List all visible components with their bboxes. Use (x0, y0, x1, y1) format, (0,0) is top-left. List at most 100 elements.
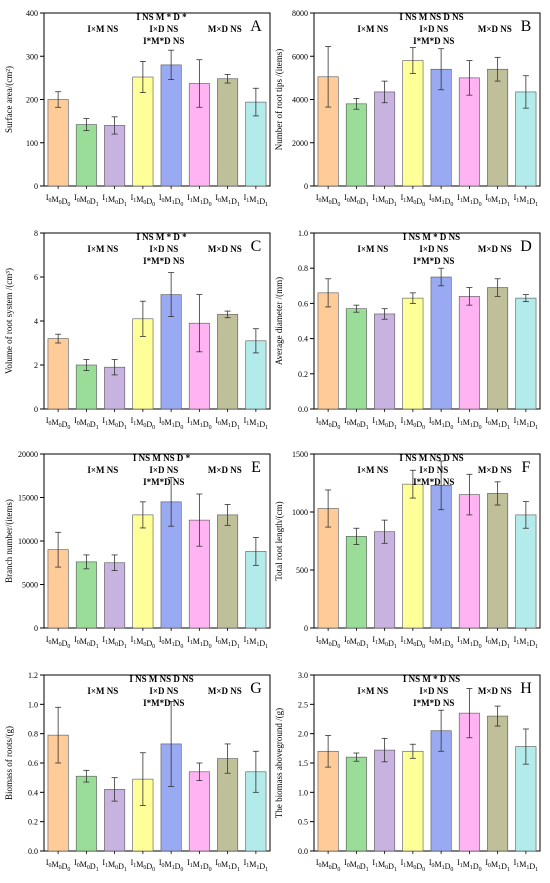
x-tick-label: I0M0D1 (74, 416, 99, 431)
stats-text: I NS M NS D NS (399, 453, 463, 463)
bar (345, 756, 367, 852)
stats-text: I×D NS (419, 24, 448, 34)
bar (217, 314, 239, 410)
stats-text: I×M NS (357, 686, 388, 696)
y-tick-label: 0.4 (28, 788, 38, 797)
y-tick-label: 0.8 (28, 730, 38, 739)
x-tick-label: I0M1D1 (215, 858, 240, 873)
bar (487, 715, 509, 852)
y-axis-label: Volume of root system /(cm³) (4, 268, 14, 374)
x-tick-label: I0M0D0 (316, 635, 341, 650)
bar (515, 297, 537, 410)
x-tick-label: I1M0D0 (131, 416, 156, 431)
y-tick-label: 8 (34, 229, 38, 238)
stats-text: M×D NS (208, 244, 242, 254)
stats-text: I×M NS (87, 24, 118, 34)
x-tick-label: I1M0D1 (102, 858, 127, 873)
x-tick-label: I1M1D1 (514, 858, 539, 873)
bar (75, 775, 97, 852)
stats-text: I NS M * D NS (403, 674, 460, 684)
x-tick-label: I0M0D0 (316, 416, 341, 431)
bar (374, 91, 396, 187)
y-tick-label: 6000 (292, 52, 308, 61)
y-axis-label: Surface area/(cm²) (4, 66, 14, 133)
panel-letter: E (251, 459, 261, 476)
panel-letter: B (521, 18, 532, 35)
x-tick-label: I0M0D1 (344, 635, 369, 650)
x-tick-label: I1M0D0 (401, 416, 426, 431)
y-axis-label: Branch number/(items) (4, 499, 14, 583)
stats-text: I×M NS (87, 686, 118, 696)
y-tick-label: 1.2 (28, 671, 38, 680)
x-tick-label: I0M1D1 (215, 193, 240, 208)
y-tick-label: 400 (26, 9, 38, 18)
x-tick-label: I1M0D0 (401, 193, 426, 208)
stats-text: M×D NS (208, 465, 242, 475)
bar (217, 78, 239, 187)
y-tick-label: 1000 (292, 508, 308, 517)
y-tick-label: 1.0 (298, 788, 308, 797)
bar (345, 536, 367, 629)
y-tick-label: 1.5 (298, 759, 308, 768)
x-tick-label: I0M1D1 (485, 858, 510, 873)
y-axis-label: Biomass of roots/(g) (4, 726, 14, 800)
x-tick-label: I1M1D1 (244, 416, 269, 431)
x-tick-label: I0M1D1 (215, 416, 240, 431)
stats-text: I×D NS (149, 465, 178, 475)
y-tick-label: 0.5 (298, 818, 308, 827)
y-axis-label: Number of root tips /(items) (274, 49, 284, 150)
bar (487, 68, 509, 187)
stats-text: I*M*D NS (143, 698, 184, 708)
stats-text: I×M NS (357, 24, 388, 34)
x-tick-label: I0M1D0 (159, 416, 184, 431)
panel-letter: A (250, 18, 262, 35)
x-tick-label: I0M1D0 (429, 635, 454, 650)
bar (402, 60, 424, 187)
y-tick-label: 4 (34, 317, 38, 326)
y-axis-label: The biomass aboveground /(g) (274, 708, 284, 818)
stats-text: I NS M NS D NS (129, 674, 193, 684)
x-tick-label: I0M1D0 (159, 858, 184, 873)
y-tick-label: 0 (304, 182, 308, 191)
bar (47, 338, 69, 410)
x-tick-label: I0M1D1 (485, 416, 510, 431)
y-tick-label: 15000 (18, 494, 38, 503)
x-tick-label: I0M0D0 (46, 193, 71, 208)
stats-text: M×D NS (208, 24, 242, 34)
bar (75, 124, 97, 187)
stats-text: I×M NS (357, 465, 388, 475)
stats-text: I NS M * D NS (403, 232, 460, 242)
x-tick-label: I1M1D1 (514, 416, 539, 431)
bar (47, 99, 69, 187)
y-tick-label: 0.2 (298, 370, 308, 379)
y-tick-label: 0.0 (28, 847, 38, 856)
x-tick-label: I0M1D1 (215, 635, 240, 650)
x-tick-label: I1M1D0 (457, 193, 482, 208)
x-tick-label: I0M0D1 (74, 635, 99, 650)
bar (374, 531, 396, 629)
stats-text: I*M*D NS (143, 477, 184, 487)
panel-letter: F (522, 459, 531, 476)
bar (75, 364, 97, 410)
x-tick-label: I1M0D1 (372, 193, 397, 208)
y-tick-label: 0 (34, 182, 38, 191)
x-tick-label: I1M1D0 (187, 858, 212, 873)
y-tick-label: 0.0 (298, 847, 308, 856)
y-tick-label: 10000 (18, 537, 38, 546)
bar (458, 296, 480, 410)
y-tick-label: 6 (34, 273, 38, 282)
stats-text: I*M*D NS (143, 256, 184, 266)
x-tick-label: I0M1D0 (429, 416, 454, 431)
y-axis-label: Total root length/(cm) (274, 501, 284, 580)
x-tick-label: I1M1D0 (187, 193, 212, 208)
y-tick-label: 2000 (292, 139, 308, 148)
x-tick-label: I0M1D0 (159, 635, 184, 650)
panel-f: 0 500 1000 1500 Total root length/(cm) F I0M0D… (274, 450, 541, 650)
stats-text: I×D NS (419, 244, 448, 254)
y-tick-label: 5000 (22, 581, 38, 590)
stats-text: I×D NS (419, 465, 448, 475)
panel-letter: C (251, 238, 262, 255)
y-tick-label: 200 (26, 96, 38, 105)
x-tick-label: I0M0D0 (46, 416, 71, 431)
